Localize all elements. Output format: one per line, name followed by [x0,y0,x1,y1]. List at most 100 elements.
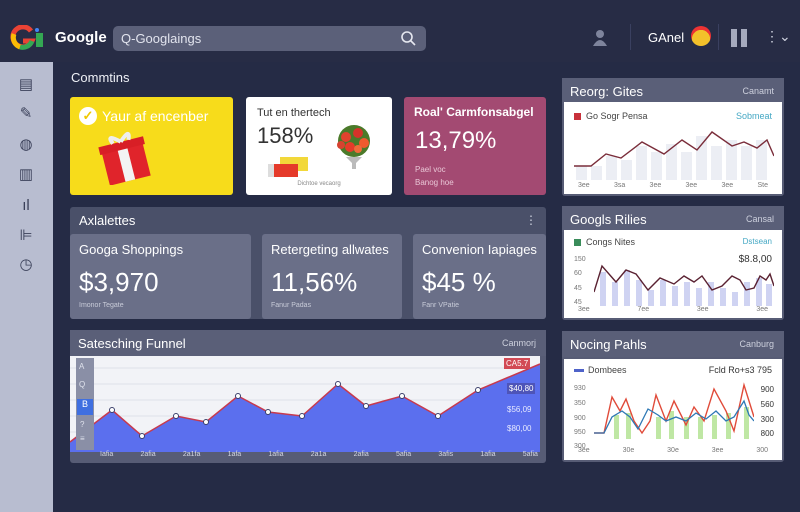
more-menu-icon[interactable]: ⋮⌄ [765,28,791,44]
tool-bar-icon[interactable]: B [77,399,93,415]
y-label: 350 [574,400,586,407]
feather-icon[interactable]: ✎ [19,105,33,122]
user-name[interactable]: GAnel [648,30,685,45]
books-icon [268,157,308,177]
profile-icon[interactable] [590,28,610,48]
x-label: 300 [756,447,768,454]
panel-menu[interactable]: Canamt [742,86,774,96]
right-panel-rilies: Googls Rilies Cansal Congs Nites Dstsean… [562,206,784,320]
kpi-label: Retergeting allwates [271,242,389,257]
legend-swatch [574,113,581,120]
card-caption: Pael voc [415,165,446,174]
card-value: 13,79% [415,127,497,154]
campaign-card-yellow[interactable]: ✓ Yaur af encenber [70,97,233,195]
report-icon[interactable]: ⊫ [19,227,33,244]
campaign-card-white[interactable]: Tut en thertech 158% Dichtoe vecaorg [246,97,392,195]
panel-title: Reorg: Gites [570,84,643,99]
chart-toolbar: A Q B ? ≡ [76,358,94,450]
clock-icon[interactable]: ◷ [19,256,33,273]
gift-icon [98,131,151,185]
kpi-value: $45 % [422,267,496,297]
y-label: CA5.7 [504,358,531,369]
kpi-label: Convenion Iapiages [422,242,537,257]
search-icon[interactable] [400,30,416,46]
x-label: 5afia [522,451,538,458]
tool-list-icon[interactable]: ≡ [80,434,85,443]
right-panel-sites: Reorg: Gites Canamt Go Sogr Pensa Sobmea… [562,78,784,196]
panel-menu[interactable]: Canburg [739,339,774,349]
kpi-card-shopping[interactable]: Googa Shoppings $3,970 Imonor Tegate [70,234,251,319]
google-logo-icon[interactable] [10,25,44,51]
analytics-panel: Axlalettes ⋮ Googa Shoppings $3,970 Imon… [70,207,546,319]
y-label: 560 [760,400,774,409]
tool-zoom-icon[interactable]: A [79,362,85,371]
funnel-menu[interactable]: Canmorj [501,338,536,348]
panel-link[interactable]: Dstsean [742,237,772,246]
x-label: 30e [667,447,679,454]
y-label: 800 [760,429,774,438]
x-label: 5afia [395,451,412,458]
search-value: Q-Googlaings [121,31,202,46]
tool-select-icon[interactable]: Q [79,380,86,389]
x-axis: 3ee 3sa 3ee 3ee 3ee Ste [578,182,768,189]
kpi-label: Googa Shoppings [79,242,184,257]
panel-link[interactable]: Sobmeat [735,111,772,121]
x-label: 3ee [578,306,590,313]
y-label: $80,00 [507,424,532,433]
more-icon[interactable]: ⋮ [525,213,537,227]
panel-body: Dombees Fcld Ro+s3 795 930 350 900 950 3… [564,359,782,460]
x-axis: 3ee 7ee 3ee 3ee [578,306,768,313]
x-label: 2a1fa [182,451,201,458]
pause-icon[interactable] [731,29,747,47]
card-value: 158% [257,123,314,148]
x-label: 2afia [140,451,156,458]
panel-value: $8.8,00 [738,254,772,265]
card-caption: Dichtoe vecaorg [297,181,341,187]
kpi-value: $3,970 [79,267,159,297]
calendar-icon[interactable]: ▤ [18,76,34,93]
panel-value: Fcld Ro+s3 795 [708,365,772,375]
y-label: 900 [760,385,774,394]
kpi-card-conversion[interactable]: Convenion Iapiages $45 % Fanr VPatie [413,234,546,319]
sites-line-chart[interactable] [574,130,774,180]
rilies-line-chart[interactable] [594,262,774,306]
x-label: 3ee [756,306,768,313]
x-label: 30e [622,447,635,454]
search-input[interactable]: Q-Googlaings [113,26,426,51]
top-bar: Google Q-Googlaings GAnel ⋮⌄ [0,0,800,62]
check-icon: ✓ [79,107,97,125]
x-label: 3ee [721,182,734,189]
y-label: 930 [574,385,586,392]
x-label: 2afia [353,451,369,458]
pahls-line-chart[interactable] [594,381,754,439]
funnel-header: Satesching Funnel Canmorj [70,330,546,356]
divider [718,24,719,50]
panel-body: Congs Nites Dstsean $8.8,00 150 60 45 45… [564,230,782,318]
panel-menu[interactable]: Cansal [745,214,774,224]
y-label: $56,09 [507,405,532,414]
x-label: 3ee [578,447,590,454]
legend-swatch [574,369,584,372]
funnel-panel: Satesching Funnel Canmorj A Q B ? ≡ CA5.… [70,330,546,463]
x-label: 3ee [578,182,590,189]
campaign-card-magenta[interactable]: Roal' Carmfonsabgel 13,79% Pael voc Bano… [404,97,546,195]
x-label: 3ee [696,306,709,313]
legend-label: Dombees [588,365,627,375]
right-panel-pahls: Nocing Pahls Canburg Dombees Fcld Ro+s3 … [562,331,784,462]
panel-title: Nocing Pahls [570,337,647,352]
kpi-card-retargeting[interactable]: Retergeting allwates 11,56% Fanur Padas [262,234,402,319]
x-label: 3ee [649,182,662,189]
chart-icon[interactable]: ıl [22,196,30,214]
tool-help-icon[interactable]: ? [80,420,85,429]
funnel-area-chart[interactable] [70,356,540,452]
panel-header: Googls Rilies Cansal [562,206,784,232]
kpi-sub: Fanur Padas [271,302,312,309]
avatar[interactable] [691,26,711,46]
panel-header: Nocing Pahls Canburg [562,331,784,357]
x-axis: Iafia 2afia 2a1fa 1afa 1afia 2a1a 2afia … [100,451,538,458]
y-label: 300 [574,443,586,450]
x-axis: 3ee 30e 30e 3ee 300 [578,447,768,454]
x-label: 3ee [711,447,724,454]
globe-icon[interactable]: ◍ [19,136,33,153]
document-icon[interactable]: ▥ [18,166,34,183]
